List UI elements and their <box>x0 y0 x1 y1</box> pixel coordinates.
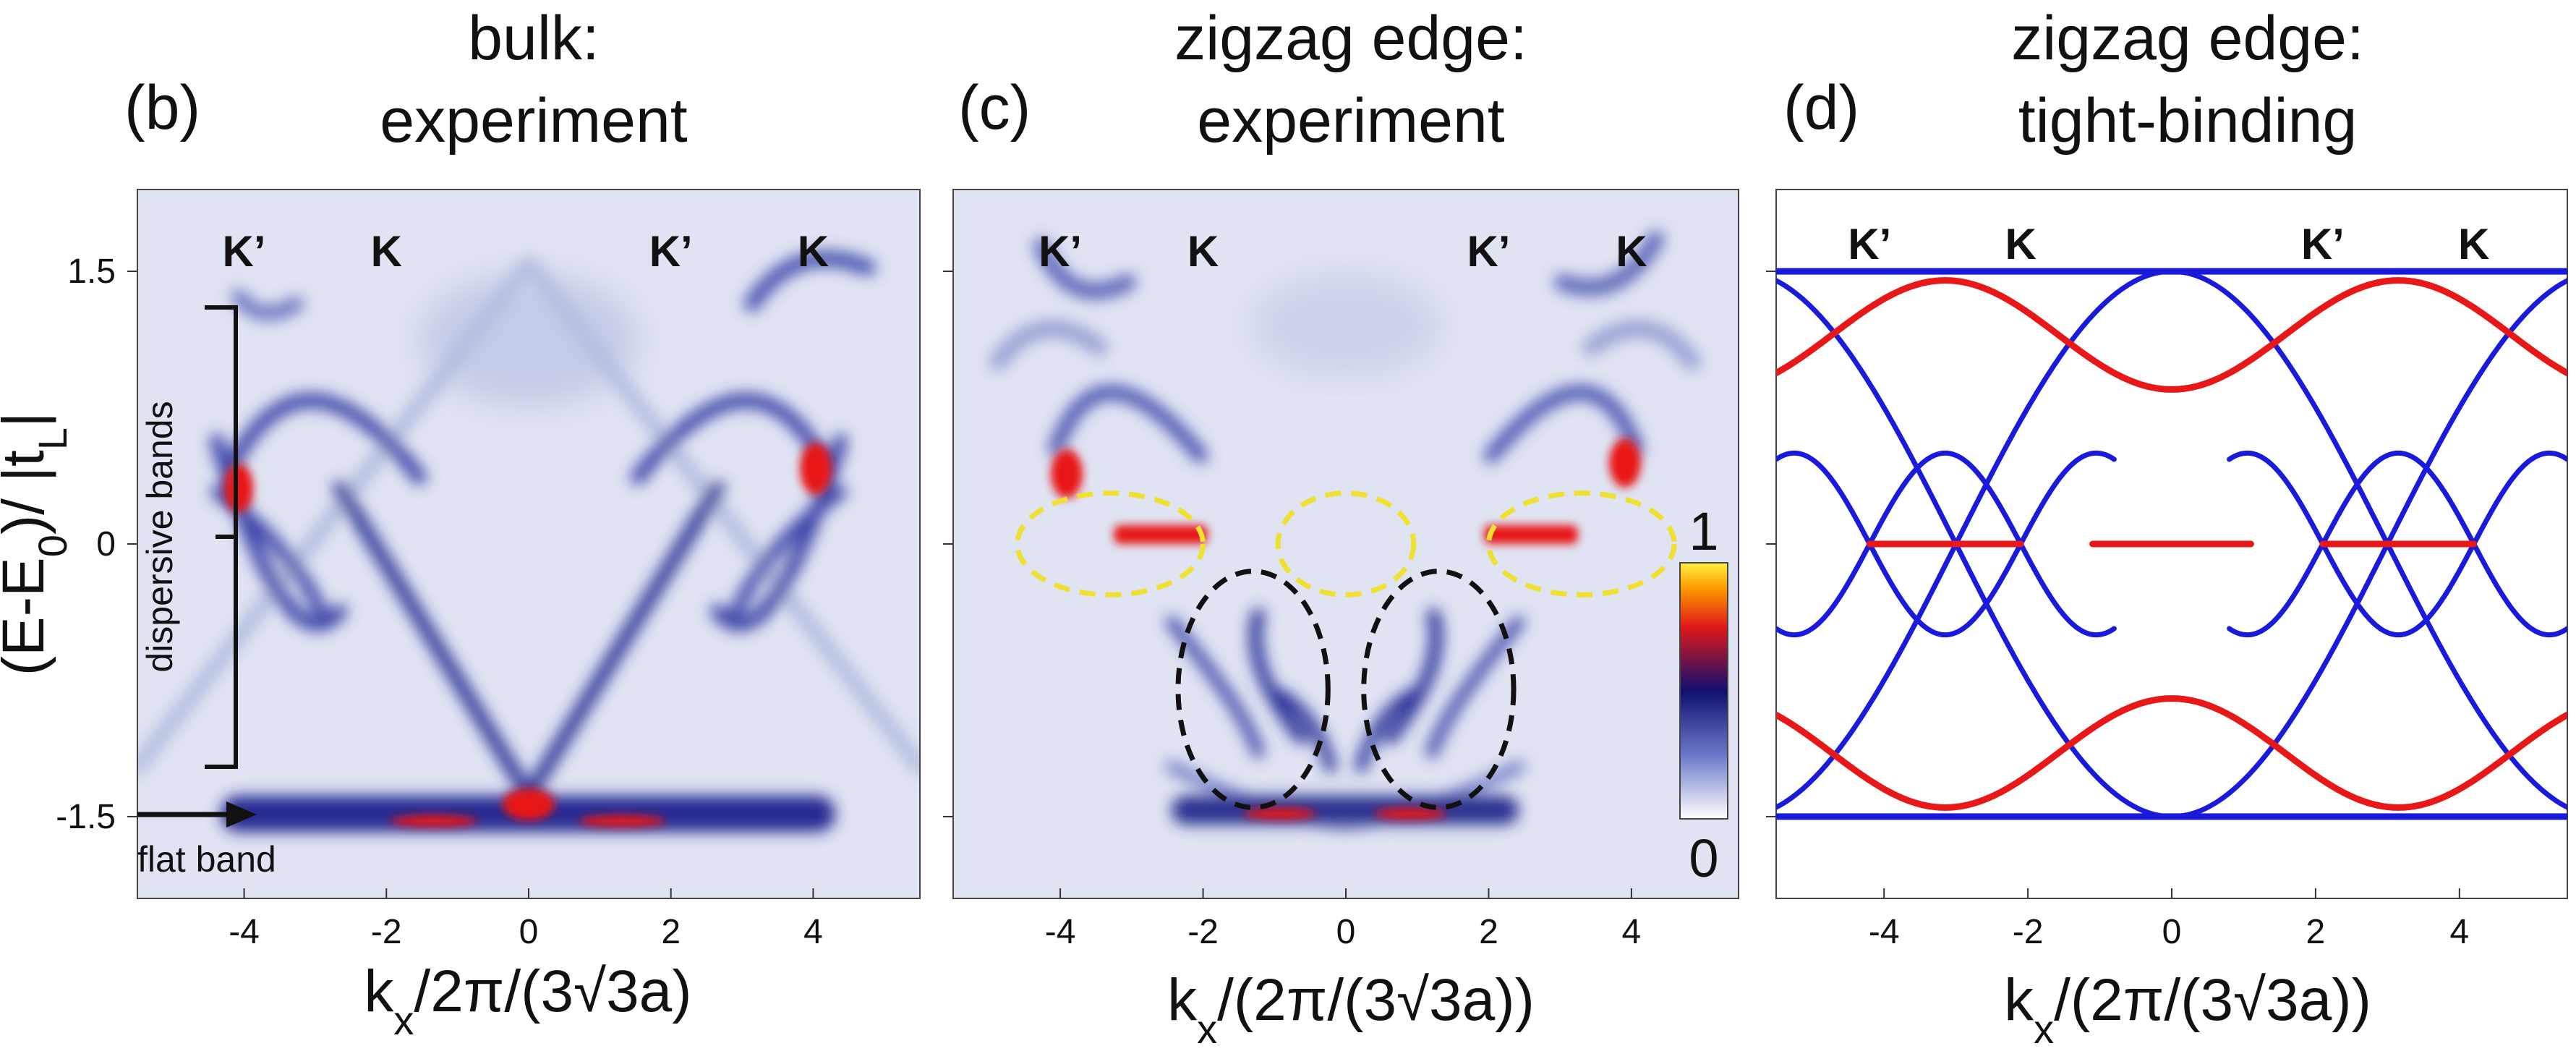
panel-d-label: (d) <box>1783 73 1859 143</box>
dispersive-band-outer-top <box>1776 268 2567 810</box>
symmetry-point-label: K <box>2458 220 2489 268</box>
panel-d-symmetry-labels: K’ K K’ K <box>1848 220 2489 268</box>
panel-d-xlabel: kx/(2π/(3√3a)) <box>2004 967 2371 1052</box>
yellow-highlight-ellipse <box>1015 490 1206 597</box>
x-tick-label: -4 <box>229 913 260 951</box>
x-tick-label: 0 <box>2162 913 2182 951</box>
colorbar <box>1679 562 1728 820</box>
black-highlight-ellipse <box>1361 569 1517 810</box>
flat-band-arrowhead <box>226 801 257 828</box>
panel-c-intensity <box>989 231 1701 832</box>
panel-b: (b) bulk: experiment <box>0 4 921 1043</box>
symmetry-point-label: K <box>1187 227 1219 276</box>
x-tick-label: -2 <box>2013 913 2044 951</box>
x-tick-label: 2 <box>2306 913 2326 951</box>
panel-b-xlabel: kx/2π/(3√3a) <box>364 958 691 1043</box>
x-tick-label: 2 <box>661 913 681 951</box>
edge-band-upper <box>1776 277 2567 393</box>
edge-band-lower <box>1776 695 2567 811</box>
panel-d-bands <box>1776 268 2567 820</box>
panel-c-ticks: -4 -2 0 2 4 <box>943 271 1641 951</box>
yellow-highlight-ellipse <box>1485 490 1677 597</box>
panel-d-title-line1: zigzag edge: <box>2011 4 2364 73</box>
symmetry-point-label: K’ <box>2301 220 2345 268</box>
symmetry-point-label: K’ <box>1467 227 1510 276</box>
flat-band-label: flat band <box>137 839 276 880</box>
symmetry-point-label: K’ <box>1848 220 1891 268</box>
dispersive-band-lobe-right-bottom <box>2227 450 2567 638</box>
yellow-highlight-ellipse <box>1275 490 1417 597</box>
x-tick-label: 0 <box>1336 913 1356 951</box>
panel-c-highlight-ellipses <box>1015 490 1677 810</box>
symmetry-point-label: K <box>371 227 402 276</box>
dispersive-bands-label: dispersive bands <box>140 401 180 672</box>
panel-d-ticks: -4 -2 0 2 4 <box>1766 271 2469 951</box>
dispersive-band-lobe-left-top <box>1776 450 2117 638</box>
panel-d: (d) zigzag edge: tight-binding kx/(2π/(3… <box>1766 4 2568 1052</box>
panel-c: (c) zigzag edge: experiment <box>943 4 1739 1052</box>
x-tick-label: 2 <box>1479 913 1498 951</box>
panel-b-ylabel: (E-E0)/ |tL| <box>0 412 75 676</box>
panel-c-label: (c) <box>958 73 1031 143</box>
panel-b-symmetry-labels: K’ K K’ K <box>223 227 829 276</box>
panel-c-symmetry-labels: K’ K K’ K <box>1038 227 1647 276</box>
x-tick-label: -2 <box>1187 913 1219 951</box>
panel-b-title-line2: experiment <box>380 86 688 156</box>
x-tick-label: 4 <box>2449 913 2469 951</box>
panel-c-title-line2: experiment <box>1197 86 1505 156</box>
y-tick-label: -1.5 <box>56 798 116 836</box>
x-tick-label: 4 <box>1622 913 1642 951</box>
x-tick-label: -4 <box>1869 913 1900 951</box>
y-tick-label: 0 <box>96 525 116 563</box>
symmetry-point-label: K’ <box>1038 227 1082 276</box>
panel-c-title-line1: zigzag edge: <box>1174 4 1527 73</box>
symmetry-point-label: K’ <box>649 227 693 276</box>
symmetry-point-label: K’ <box>223 227 266 276</box>
panel-b-intensity <box>137 250 920 832</box>
panel-b-label: (b) <box>124 73 200 143</box>
symmetry-point-label: K <box>1616 227 1647 276</box>
dispersive-band-lobe-left-bottom <box>1776 450 2117 638</box>
dispersive-bands-bracket <box>205 305 238 769</box>
black-highlight-ellipse <box>1175 569 1331 810</box>
dispersive-band-outer-bottom <box>1776 278 2567 820</box>
x-tick-label: 4 <box>803 913 823 951</box>
x-tick-label: -2 <box>371 913 402 951</box>
x-tick-label: -4 <box>1045 913 1076 951</box>
panel-b-title-line1: bulk: <box>468 4 600 73</box>
symmetry-point-label: K <box>798 227 829 276</box>
colorbar-min-label: 0 <box>1689 828 1718 888</box>
colorbar-max-label: 1 <box>1689 501 1718 561</box>
dispersive-band-lobe-right-top <box>2227 450 2567 638</box>
x-tick-label: 0 <box>519 913 539 951</box>
panel-d-title-line2: tight-binding <box>2018 86 2358 156</box>
symmetry-point-label: K <box>2005 220 2036 268</box>
y-tick-label: 1.5 <box>67 252 116 291</box>
panel-c-xlabel: kx/(2π/(3√3a)) <box>1167 967 1535 1052</box>
panel-b-ticks: -4 -2 0 2 4 1.5 0 -1.5 <box>56 252 823 951</box>
